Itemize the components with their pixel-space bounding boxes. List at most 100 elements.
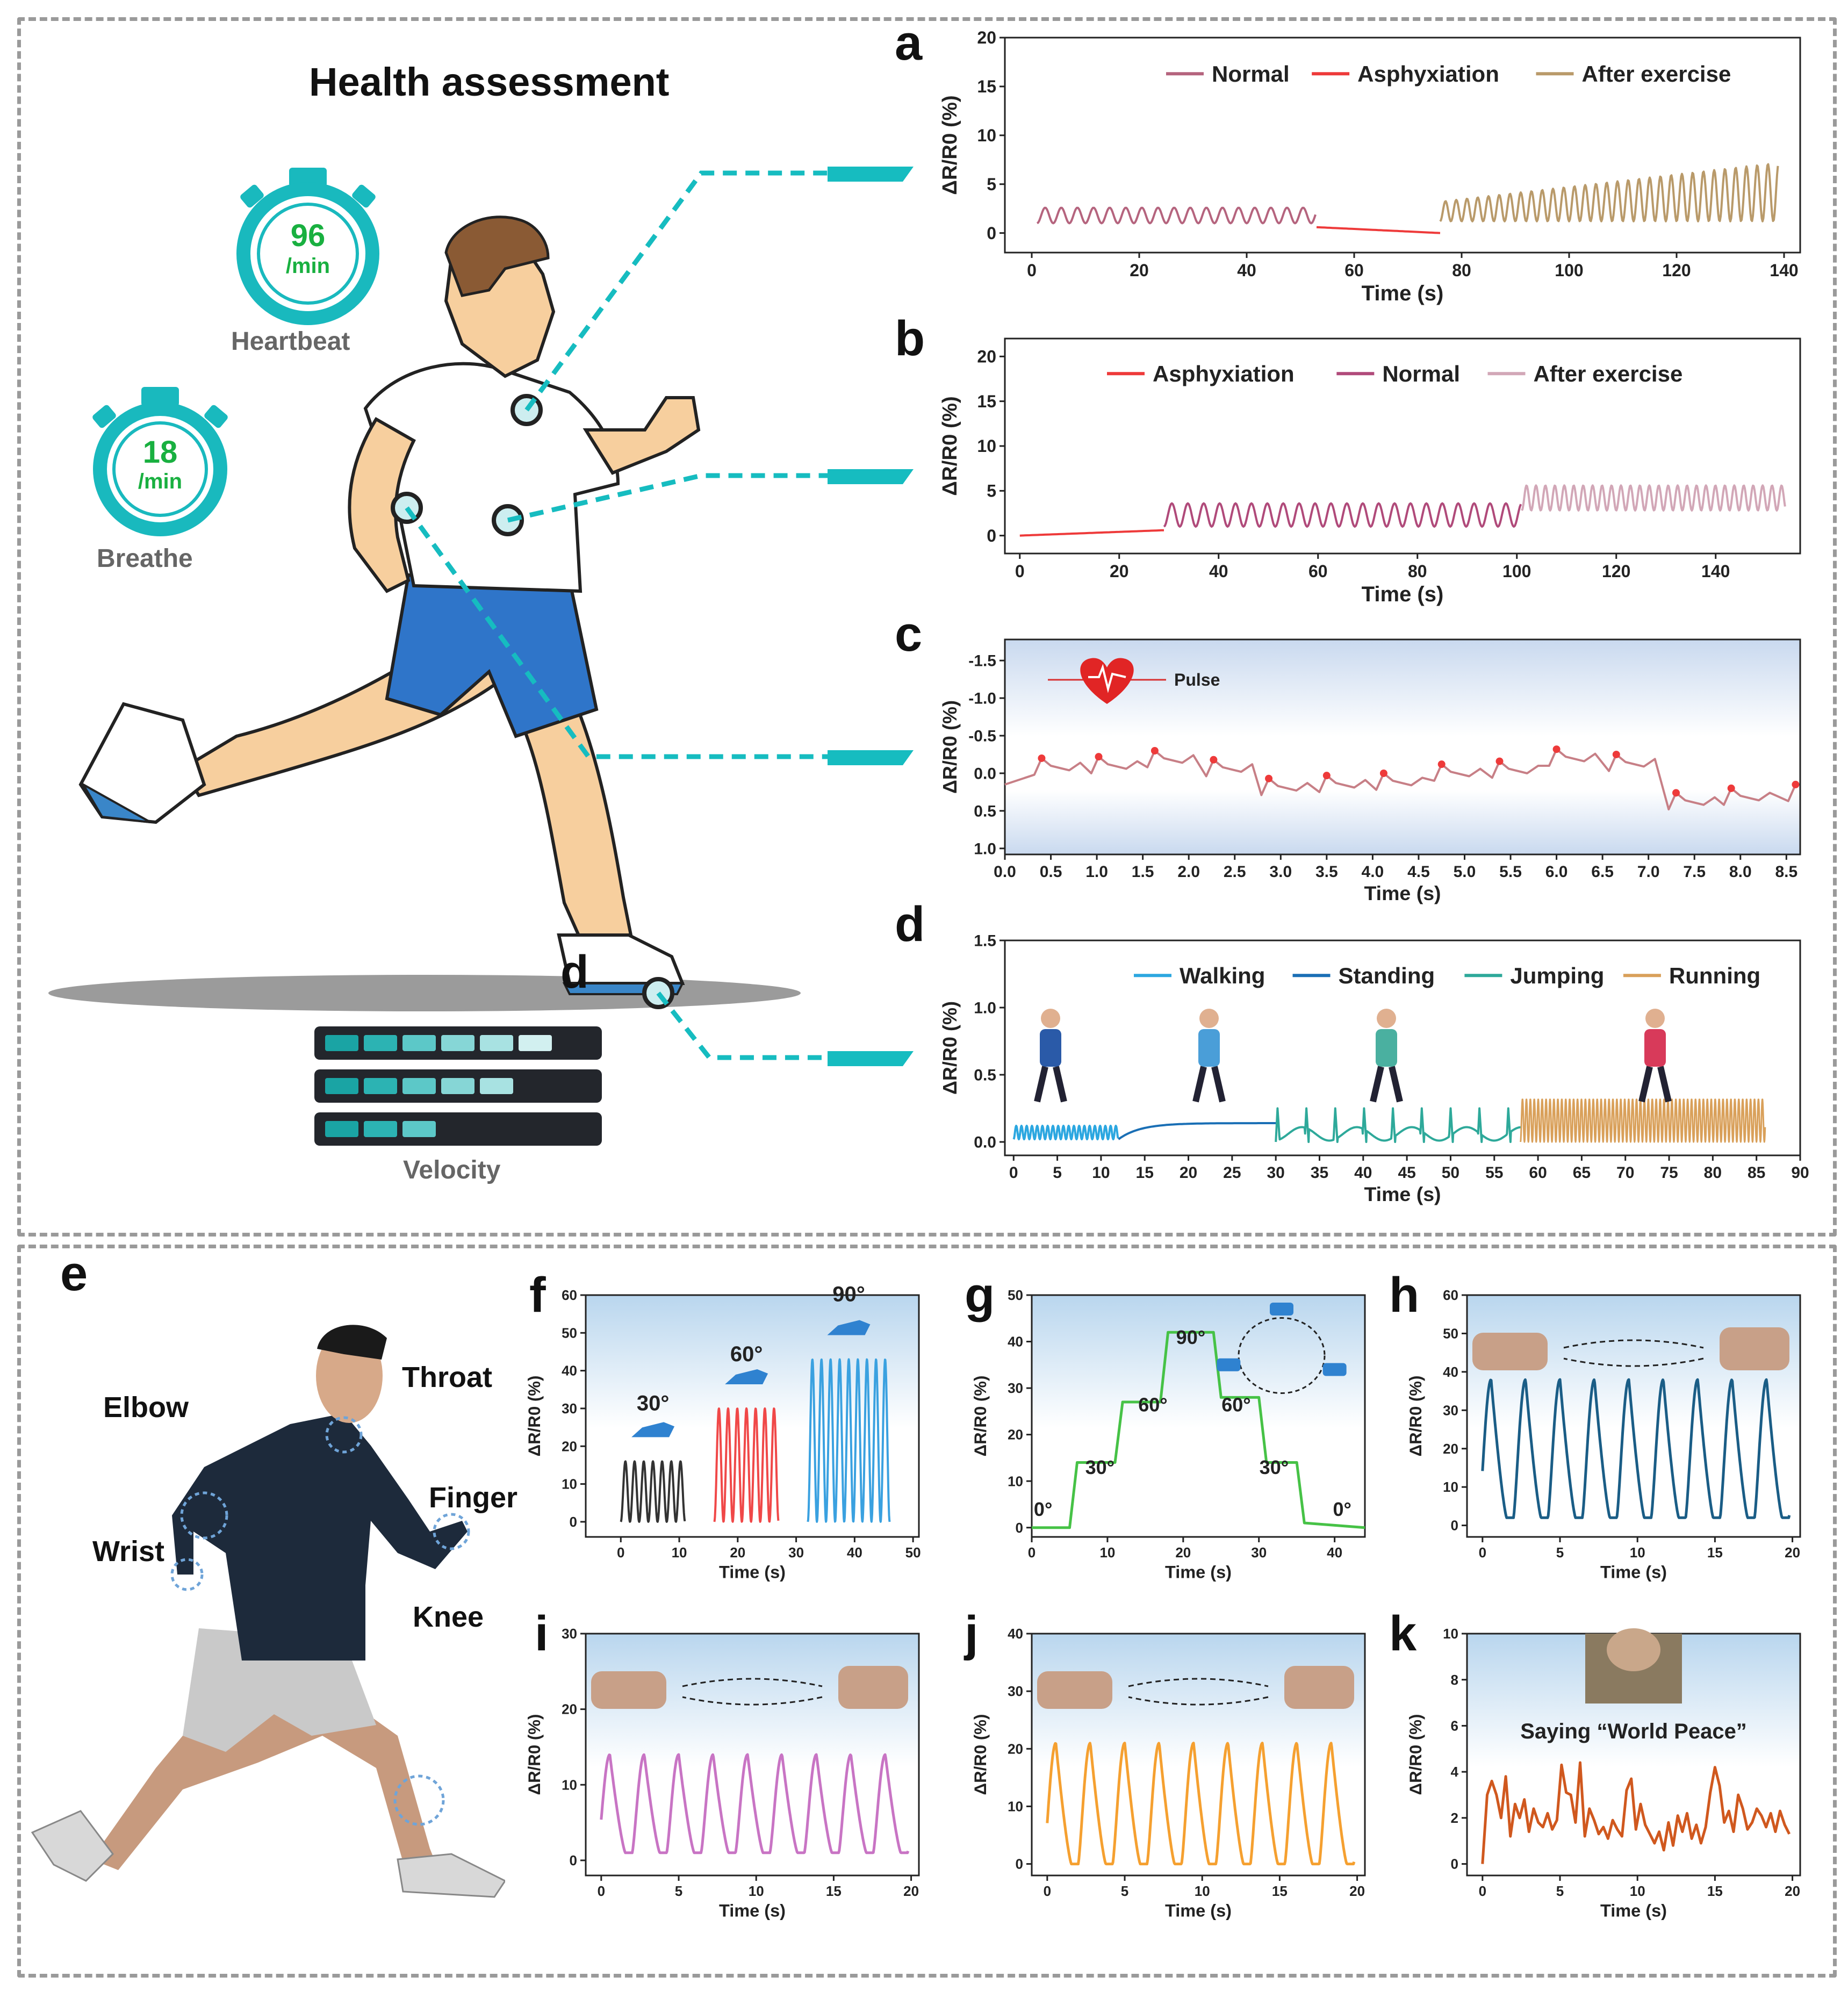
elbow-marker-icon: [180, 1491, 228, 1540]
pulse-peak-marker: [1672, 789, 1680, 797]
pulse-peak-marker: [1095, 753, 1103, 761]
plot-frame: [1031, 1294, 1366, 1538]
angle-annotation: 90°: [832, 1283, 865, 1306]
x-tick-label: 55: [1485, 1164, 1503, 1182]
breathe-label: Breathe: [97, 544, 193, 573]
wrist-marker-icon: [170, 1558, 204, 1591]
x-tick-label: 80: [1408, 562, 1427, 581]
panel-letter-k: k: [1389, 1606, 1417, 1661]
x-tick-label: 5.5: [1499, 863, 1522, 881]
angle-annotation: 60°: [730, 1342, 763, 1366]
series-signal: [600, 1753, 910, 1855]
label-wrist: Wrist: [92, 1535, 165, 1568]
y-tick-label: 0: [987, 526, 996, 545]
y-axis-label: ΔR/R0 (%): [1406, 1714, 1425, 1795]
velocity-segment: [364, 1121, 397, 1137]
x-tick-label: 10: [1195, 1883, 1210, 1899]
x-tick-label: 8.5: [1775, 863, 1797, 881]
x-tick-label: 7.5: [1683, 863, 1706, 881]
x-tick-label: 140: [1770, 261, 1798, 280]
chart-k: 0 5 10 15 20 0 2 4 6 8 10 Time (s) ΔR/R0 (%) Saying “…: [1406, 1626, 1801, 1921]
x-tick-label: 2.0: [1177, 863, 1200, 881]
velocity-segment: [402, 1035, 436, 1051]
velocity-segment: [441, 1035, 474, 1051]
legend-label: Running: [1669, 963, 1760, 988]
arrow-back-icon: [682, 1696, 823, 1706]
y-tick-label: 40: [1008, 1334, 1023, 1350]
heartbeat-stopwatch-icon: [236, 168, 379, 325]
y-tick-label: 4: [1451, 1764, 1459, 1780]
y-axis-label: ΔR/R0 (%): [971, 1714, 990, 1795]
x-tick-label: 60: [1344, 261, 1364, 280]
y-tick-label: 0: [1451, 1856, 1458, 1872]
jumping-person-icon: [1370, 1009, 1403, 1103]
x-axis-label: Time (s): [719, 1563, 786, 1582]
legend-label: Asphyxiation: [1357, 61, 1499, 87]
y-tick-label: 50: [562, 1325, 577, 1341]
x-tick-label: 30: [788, 1544, 804, 1561]
panel-letter-i: i: [535, 1606, 549, 1661]
velocity-segment: [519, 1035, 552, 1051]
x-tick-label: 5: [1053, 1164, 1062, 1182]
x-tick-label: 100: [1555, 261, 1583, 280]
angle-annotation: 0°: [1034, 1498, 1052, 1520]
series-signal: [1481, 1378, 1791, 1519]
x-tick-label: 0: [1009, 1164, 1018, 1182]
y-tick-label: 10: [1008, 1473, 1023, 1489]
y-axis-label: ΔR/R0 (%): [938, 396, 961, 495]
legend-label: After exercise: [1533, 361, 1682, 386]
x-tick-label: 20: [1130, 261, 1149, 280]
y-tick-label: 30: [1008, 1683, 1023, 1699]
y-tick-label: 0: [987, 224, 996, 243]
y-axis-label: ΔR/R0 (%): [938, 95, 961, 195]
y-tick-label: -1.5: [968, 652, 996, 670]
legend-label: Asphyxiation: [1153, 361, 1295, 386]
x-tick-label: 0: [1015, 562, 1025, 581]
series-walking: [1012, 1125, 1119, 1140]
pulse-peak-marker: [1437, 760, 1446, 768]
x-tick-label: 50: [905, 1544, 921, 1561]
x-tick-label: 3.5: [1315, 863, 1338, 881]
series-step: [1032, 1331, 1365, 1529]
y-tick-label: 0: [570, 1852, 577, 1868]
x-tick-label: 0: [1044, 1883, 1051, 1899]
velocity-segment: [480, 1078, 513, 1094]
panel-letter-g: g: [965, 1268, 995, 1322]
y-axis-label: ΔR/R0 (%): [939, 700, 961, 794]
y-tick-label: 20: [977, 347, 996, 366]
x-tick-label: 60: [1529, 1164, 1547, 1182]
y-tick-label: 10: [1443, 1626, 1458, 1642]
x-tick-label: 15: [1707, 1883, 1723, 1899]
legend-label: After exercise: [1581, 61, 1731, 87]
heartbeat-label: Heartbeat: [231, 327, 350, 356]
plot-frame: [1004, 638, 1801, 856]
top-panel-frame: [17, 17, 1837, 1237]
pulse-peak-marker: [1379, 769, 1387, 777]
angle-annotation: 30°: [1260, 1456, 1289, 1478]
x-tick-label: 20: [1349, 1883, 1365, 1899]
panel-letter-a: a: [895, 16, 923, 70]
y-tick-label: 20: [1443, 1441, 1458, 1457]
y-axis-label: ΔR/R0 (%): [971, 1376, 990, 1457]
hand-bend-icon: [1270, 1302, 1293, 1316]
series-30deg: [620, 1460, 686, 1523]
x-axis-label: Time (s): [1362, 583, 1444, 606]
x-tick-label: 6.0: [1545, 863, 1568, 881]
y-axis-label: ΔR/R0 (%): [1406, 1376, 1425, 1457]
pulse-peak-marker: [1322, 772, 1331, 780]
y-tick-label: 10: [562, 1777, 577, 1793]
plot-background: [1005, 639, 1800, 854]
x-tick-label: 1.5: [1132, 863, 1154, 881]
x-tick-label: 7.0: [1637, 863, 1660, 881]
x-tick-label: 120: [1662, 261, 1691, 280]
y-tick-label: 15: [977, 77, 996, 96]
velocity-segment: [325, 1035, 358, 1051]
x-tick-label: 8.0: [1729, 863, 1752, 881]
series-after-exercise: [1439, 163, 1779, 222]
plot-frame: [585, 1633, 920, 1877]
x-tick-label: 0.5: [1040, 863, 1062, 881]
velocity-bar-3: [314, 1112, 602, 1146]
foot-marker: d: [560, 946, 589, 998]
velocity-segment: [364, 1035, 397, 1051]
hand-bend-icon: [1322, 1363, 1347, 1376]
